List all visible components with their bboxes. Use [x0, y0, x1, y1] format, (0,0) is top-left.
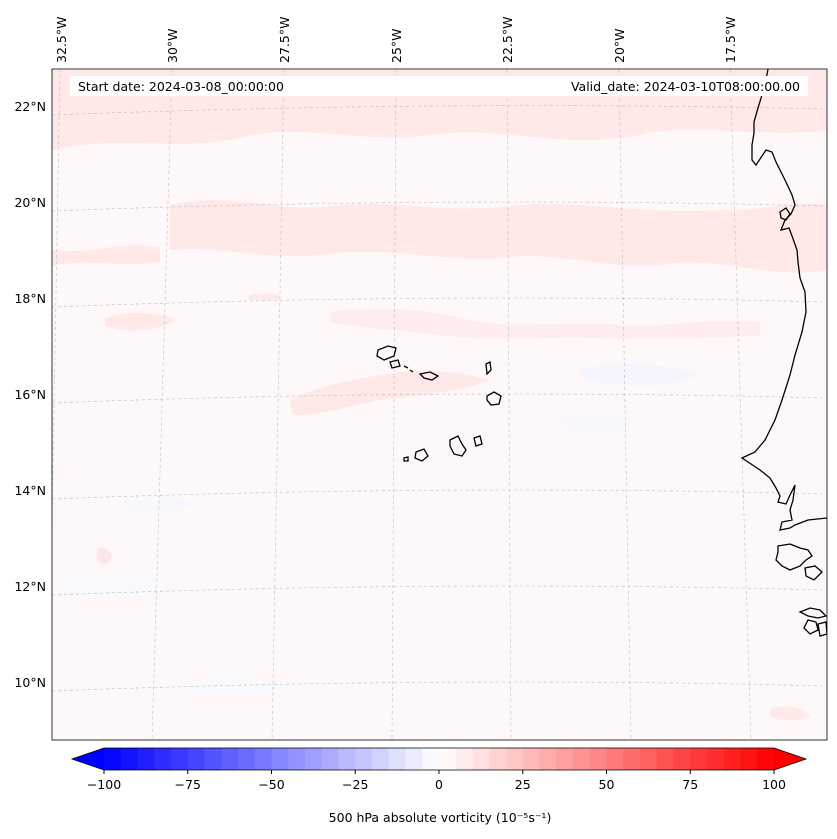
lat-label: 16°N [14, 387, 46, 402]
longitude-labels: 32.5°W 30°W 27.5°W 25°W 22.5°W 20°W 17.5… [54, 17, 738, 63]
colorbar-tick-label: 50 [599, 777, 615, 792]
colorbar-tick-label: −25 [342, 777, 368, 792]
colorbar-segment [422, 748, 440, 770]
colorbar-segment [171, 748, 189, 770]
colorbar-segment [439, 748, 457, 770]
colorbar-extend-high [774, 748, 806, 770]
colorbar-segment [221, 748, 239, 770]
lon-label: 17.5°W [723, 17, 738, 63]
colorbar-segment [589, 748, 607, 770]
vorticity-field [52, 69, 827, 740]
graticule [52, 69, 827, 740]
lon-label: 30°W [165, 28, 180, 63]
colorbar-tick-label: 75 [682, 777, 698, 792]
colorbar [70, 747, 808, 771]
lat-label: 12°N [14, 579, 46, 594]
colorbar-segment [254, 748, 272, 770]
lon-label: 20°W [612, 28, 627, 63]
colorbar-segment [455, 748, 473, 770]
colorbar-segment [556, 748, 574, 770]
colorbar-segment [539, 748, 557, 770]
lat-label: 22°N [14, 99, 46, 114]
colorbar-segment [204, 748, 222, 770]
colorbar-extend-low [72, 748, 104, 770]
lat-label: 18°N [14, 291, 46, 306]
colorbar-segment [656, 748, 674, 770]
colorbar-segment [623, 748, 641, 770]
coastline [376, 69, 827, 637]
colorbar-segment [673, 748, 691, 770]
colorbar-segment [288, 748, 306, 770]
colorbar-segment [271, 748, 289, 770]
colorbar-segment [405, 748, 423, 770]
colorbar-segment [740, 748, 758, 770]
valid-date-label: Valid_date: 2024-03-10T08:00:00.00 [571, 79, 800, 94]
colorbar-segment [472, 748, 490, 770]
lon-label: 32.5°W [54, 17, 69, 63]
colorbar-segment [305, 748, 323, 770]
colorbar-label: 500 hPa absolute vorticity (10⁻⁵s⁻¹) [329, 810, 552, 825]
colorbar-segment [137, 748, 155, 770]
lon-label: 27.5°W [277, 17, 292, 63]
lon-label: 22.5°W [500, 17, 515, 63]
colorbar-segment [187, 748, 205, 770]
colorbar-segment [640, 748, 658, 770]
colorbar-segment [355, 748, 373, 770]
colorbar-segment [238, 748, 256, 770]
colorbar-segment [707, 748, 725, 770]
colorbar-segment [372, 748, 390, 770]
colorbar-segment [120, 748, 138, 770]
colorbar-tick-label: −100 [87, 777, 121, 792]
start-date-label: Start date: 2024-03-08_00:00:00 [78, 79, 284, 94]
colorbar-segment [506, 748, 524, 770]
map-frame [51, 68, 828, 741]
colorbar-segment [489, 748, 507, 770]
colorbar-tick-label: −50 [258, 777, 284, 792]
lat-label: 10°N [14, 675, 46, 690]
colorbar-segment [690, 748, 708, 770]
colorbar-tick-label: 0 [435, 777, 443, 792]
colorbar-tick-label: −75 [175, 777, 201, 792]
colorbar-segment [388, 748, 406, 770]
colorbar-segment [522, 748, 540, 770]
colorbar-segment [154, 748, 172, 770]
colorbar-segment [723, 748, 741, 770]
lat-label: 20°N [14, 195, 46, 210]
colorbar-ticks: −100 −75 −50 −25 0 25 50 75 100 [87, 770, 786, 792]
colorbar-segment [757, 748, 775, 770]
colorbar-tick-label: 25 [515, 777, 531, 792]
colorbar-segment [104, 748, 122, 770]
lon-label: 25°W [389, 28, 404, 63]
info-box [70, 76, 808, 96]
colorbar-segment [321, 748, 339, 770]
colorbar-tick-label: 100 [762, 777, 786, 792]
colorbar-segment [606, 748, 624, 770]
colorbar-segment [338, 748, 356, 770]
lat-label: 14°N [14, 483, 46, 498]
latitude-labels: 22°N 20°N 18°N 16°N 14°N 12°N 10°N [14, 99, 46, 690]
colorbar-segment [573, 748, 591, 770]
